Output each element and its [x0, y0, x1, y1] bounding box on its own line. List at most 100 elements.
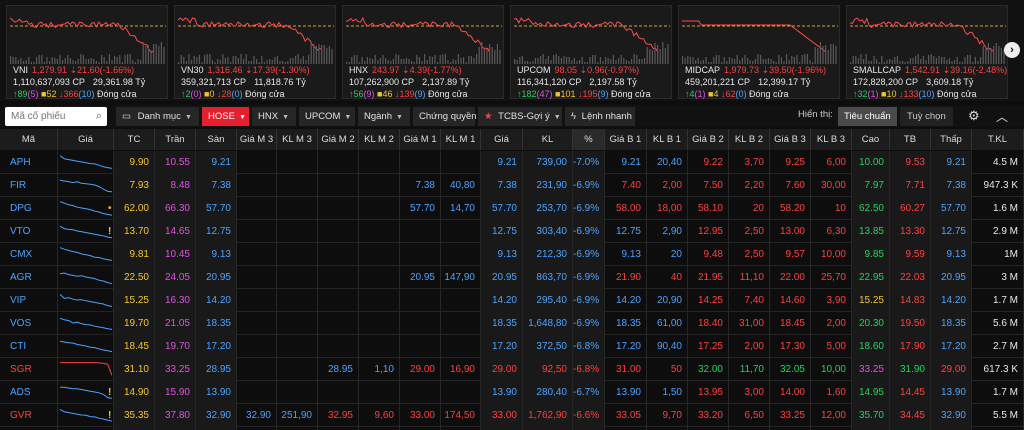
volume-bar: [747, 58, 749, 64]
volume-bar: [295, 56, 297, 64]
volume-bar: [127, 54, 129, 64]
symbol-search[interactable]: ⌕: [5, 107, 107, 126]
column-header[interactable]: Giá B 3: [770, 129, 811, 150]
gear-icon[interactable]: ⚙: [968, 108, 980, 123]
column-header[interactable]: Giá M 2: [318, 129, 359, 150]
volume-bar: [455, 60, 457, 64]
next-cards-icon[interactable]: ›: [1004, 42, 1020, 58]
table-row[interactable]: AGR 22.50 24.05 20.95 20.95 147,90 20.95 863,70…: [0, 266, 1024, 289]
symbol-cell[interactable]: VIP: [0, 289, 58, 312]
column-header[interactable]: KL B 3: [811, 129, 852, 150]
index-card[interactable]: HNX 243.97 ⇣4.39(-1.77%) 107,262,900 CP 2,1…: [342, 5, 504, 99]
symbol-cell[interactable]: VTO: [0, 220, 58, 243]
volume-bar: [359, 62, 361, 64]
index-card[interactable]: VN30 1,316.46 ⇣17.39(-1.30%) 359,321,713 C…: [174, 5, 336, 99]
symbol-cell[interactable]: APH: [0, 151, 58, 174]
index-card[interactable]: VNI 1,279.91 ⇣21.60(-1.66%) 1,110,637,093 …: [6, 5, 168, 99]
session-status: Đóng cửa: [934, 89, 977, 99]
index-card[interactable]: SMALLCAP 1,542.91 ⇣39.16(-2.48%) 172,828,2…: [846, 5, 1008, 99]
index-name: UPCOM: [517, 65, 551, 75]
tab-tcbs-suggest[interactable]: ★ TCBS-Gợi ý ▼: [478, 107, 562, 126]
view-standard-button[interactable]: Tiêu chuẩn: [838, 107, 897, 126]
column-header[interactable]: KL B 1: [647, 129, 688, 150]
view-custom-button[interactable]: Tuỳ chọn: [900, 107, 953, 126]
symbol-cell[interactable]: DPG: [0, 197, 58, 220]
volume-bar: [935, 58, 937, 64]
search-input[interactable]: [5, 107, 85, 126]
table-row[interactable]: VOS 19.70 21.05 18.35 18.35 1,648,80 -6.9% 18.3…: [0, 312, 1024, 335]
table-row[interactable]: ADS! 14.90 15.90 13.90 13.90 280,40 -6.7% 13.90…: [0, 381, 1024, 404]
symbol-cell[interactable]: GVR: [0, 404, 58, 427]
symbol-cell[interactable]: CTI: [0, 335, 58, 358]
table-row[interactable]: CTI 18.45 19.70 17.20 17.20 372,50 -6.8% 17.20 9…: [0, 335, 1024, 358]
column-header[interactable]: T.KL: [972, 129, 1024, 150]
volume-bar: [889, 59, 891, 64]
table-row[interactable]: SGR 31.10 33.25 28.95 28.95 1,10 29.00 16,90 29.…: [0, 358, 1024, 381]
watchlist-dropdown[interactable]: ▭ Danh mục ▼: [116, 107, 199, 126]
volume-bar: [760, 55, 762, 64]
symbol-cell[interactable]: ADS: [0, 381, 58, 404]
column-header[interactable]: KL M 3: [277, 129, 318, 150]
volume-bar: [351, 57, 353, 64]
column-header[interactable]: KL M 1: [441, 129, 481, 150]
column-header[interactable]: Giá M 3: [237, 129, 277, 150]
search-icon: ⌕: [95, 110, 102, 122]
volume-bar: [560, 58, 562, 64]
cell-gb1: 9.13: [605, 243, 647, 266]
symbol-cell[interactable]: CMX: [0, 243, 58, 266]
column-header[interactable]: KL M 2: [359, 129, 400, 150]
cell-gm1: [400, 312, 441, 335]
column-header[interactable]: Giá B 1: [605, 129, 647, 150]
symbol-cell[interactable]: SGR: [0, 358, 58, 381]
volume-bar: [227, 57, 229, 64]
ceiling-count: (9): [363, 89, 375, 99]
tab-industry[interactable]: Ngành ▼: [358, 107, 410, 126]
column-header[interactable]: Mã: [0, 129, 58, 150]
symbol-cell[interactable]: VOS: [0, 312, 58, 335]
column-header[interactable]: Trần: [155, 129, 196, 150]
column-header[interactable]: Giá B 2: [688, 129, 729, 150]
tab-covered-warrant[interactable]: Chứng quyền: [413, 107, 477, 126]
column-header[interactable]: KL: [523, 129, 573, 150]
index-value: 98.05: [554, 65, 578, 75]
chevron-down-icon: ▼: [282, 114, 289, 121]
tab-hnx[interactable]: HNX ▼: [252, 107, 296, 126]
cell-gm2: [318, 151, 359, 174]
column-header[interactable]: %: [573, 129, 605, 150]
volume-bar: [106, 61, 108, 64]
table-row[interactable]: GVR! 35.35 37.80 32.90 32.90 251,90 32.95 9,60 3…: [0, 404, 1024, 427]
table-row[interactable]: APH 9.90 10.55 9.21 9.21 739,00 -7.0% 9.21 20,40…: [0, 151, 1024, 174]
chevron-up-icon[interactable]: ︿: [996, 110, 1009, 124]
table-row[interactable]: DPG • 62.00 66.30 57.70 57.70 14,70 57.70 253,70…: [0, 197, 1024, 220]
column-header[interactable]: TC: [114, 129, 155, 150]
volume-bar: [610, 59, 612, 64]
column-header[interactable]: Giá: [481, 129, 523, 150]
tab-upcom[interactable]: UPCOM ▼: [299, 107, 355, 126]
table-row[interactable]: VTO! 13.70 14.65 12.75 12.75 303,40 -6.9% 12.75…: [0, 220, 1024, 243]
cell-gm3: [237, 381, 277, 404]
column-header[interactable]: TB: [890, 129, 931, 150]
tab-hose[interactable]: HOSE ▼: [202, 107, 249, 126]
column-header[interactable]: Thấp: [931, 129, 972, 150]
table-row[interactable]: FIR 7.93 8.48 7.38 7.38 40,80 7.38 231,90 -6.9% 7…: [0, 174, 1024, 197]
quick-order-button[interactable]: ϟ Lệnh nhanh: [565, 107, 635, 126]
column-header[interactable]: Giá M 1: [400, 129, 441, 150]
table-row[interactable]: VIP 15.25 16.30 14.20 14.20 295,40 -6.9% 14.20 2…: [0, 289, 1024, 312]
table-row[interactable]: HRC47.6550.9044.3544.401,0044.451044.501…: [0, 427, 1024, 430]
column-header[interactable]: KL B 2: [729, 129, 770, 150]
index-card[interactable]: UPCOM 98.05 ⇣0.96(-0.97%) 116,341,120 CP 2,…: [510, 5, 672, 99]
symbol-cell[interactable]: FIR: [0, 174, 58, 197]
index-card[interactable]: MIDCAP 1,979.73 ⇣39.50(-1.96%) 459,201,221…: [678, 5, 840, 99]
column-header[interactable]: Cao: [852, 129, 890, 150]
symbol-cell[interactable]: HRC: [0, 427, 58, 430]
volume-bar: [452, 59, 454, 64]
volume-bar: [217, 59, 219, 64]
mini-price-chart: [60, 294, 112, 307]
symbol-cell[interactable]: AGR: [0, 266, 58, 289]
cell-san: 14.20: [196, 289, 237, 312]
volume-bar: [158, 46, 160, 64]
table-row[interactable]: CMX 9.81 10.45 9.13 9.13 212,30 -6.9% 9.13 20 9.4…: [0, 243, 1024, 266]
column-header[interactable]: Giá: [58, 129, 114, 150]
column-header[interactable]: Sàn: [196, 129, 237, 150]
cell-cao: 15.25: [852, 289, 890, 312]
